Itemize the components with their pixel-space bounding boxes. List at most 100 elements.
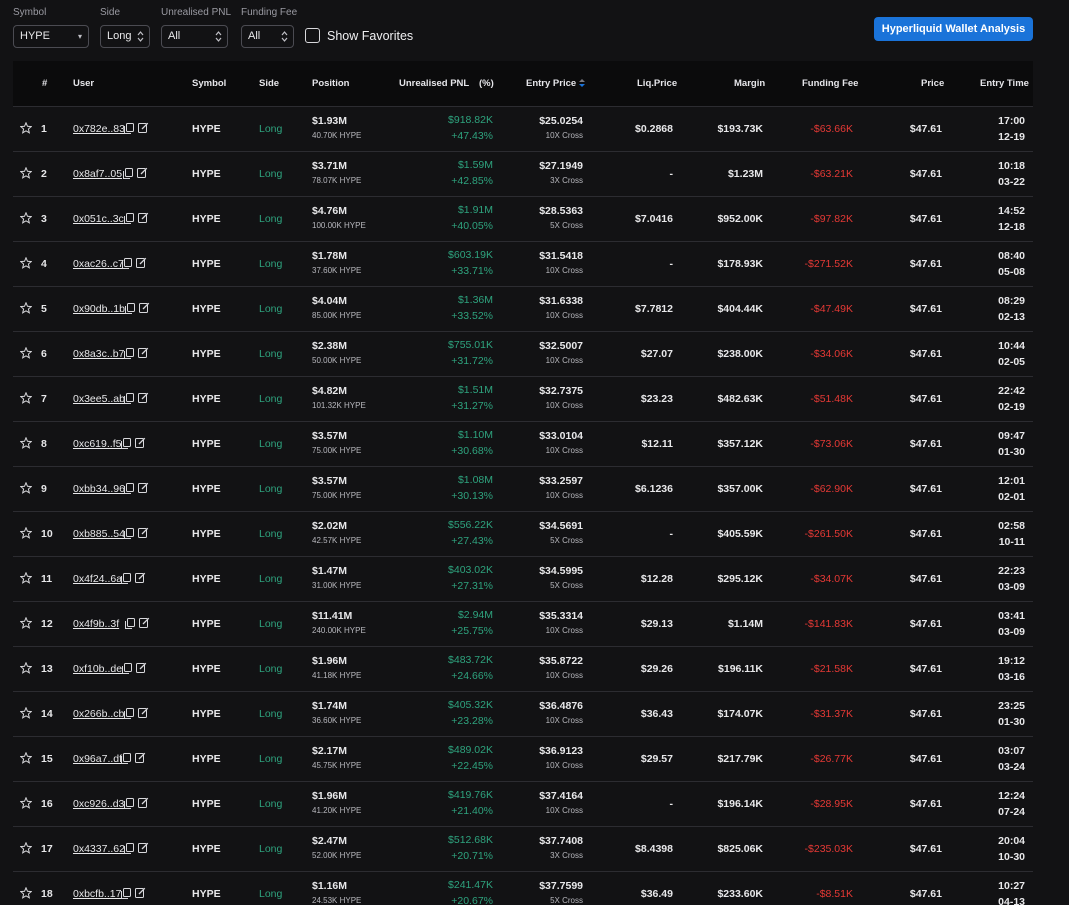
table-row[interactable]: 10 0xb885..54 HYPE Long $2.02M 42.57K HYPE $55… <box>13 511 1033 556</box>
copy-icon[interactable] <box>121 753 131 764</box>
user-address-link[interactable]: 0x4f24..6a <box>73 573 123 585</box>
user-address-link[interactable]: 0xac26..c7 <box>73 258 124 270</box>
table-row[interactable]: 11 0x4f24..6a HYPE Long $1.47M 31.00K HYPE $40… <box>13 556 1033 601</box>
user-address-link[interactable]: 0x96a7..df <box>73 753 123 765</box>
table-row[interactable]: 9 0xbb34..96 HYPE Long $3.57M 75.00K HYPE $1.0… <box>13 466 1033 511</box>
star-icon[interactable] <box>20 842 32 854</box>
col-time-header[interactable]: Entry Time <box>980 78 1029 89</box>
edit-icon[interactable] <box>138 707 149 718</box>
edit-icon[interactable] <box>135 437 146 448</box>
table-row[interactable]: 13 0xf10b..de HYPE Long $1.96M 41.18K HYPE $48… <box>13 646 1033 691</box>
edit-icon[interactable] <box>136 257 147 268</box>
col-pnl-header[interactable]: Unrealised PNL <box>399 78 470 89</box>
copy-icon[interactable] <box>124 843 134 854</box>
symbol-select[interactable]: HYPE ▾ <box>13 25 89 48</box>
table-row[interactable]: 5 0x90db..1b HYPE Long $4.04M 85.00K HYPE $1.3… <box>13 286 1033 331</box>
table-row[interactable]: 18 0xbcfb..17 HYPE Long $1.16M 24.53K HYPE $24… <box>13 871 1033 905</box>
edit-icon[interactable] <box>138 482 149 493</box>
table-row[interactable]: 1 0x782e..83 HYPE Long $1.93M 40.70K HYPE $918… <box>13 106 1033 151</box>
star-icon[interactable] <box>20 167 32 179</box>
user-address-link[interactable]: 0xc926..d3 <box>73 798 125 810</box>
copy-icon[interactable] <box>121 438 131 449</box>
copy-icon[interactable] <box>124 123 134 134</box>
user-address-link[interactable]: 0x051c..3c <box>73 213 124 225</box>
col-position-header[interactable]: Position <box>312 78 350 89</box>
star-icon[interactable] <box>20 572 32 584</box>
star-icon[interactable] <box>20 752 32 764</box>
table-row[interactable]: 17 0x4337..62 HYPE Long $2.47M 52.00K HYPE $51… <box>13 826 1033 871</box>
copy-icon[interactable] <box>122 258 132 269</box>
star-icon[interactable] <box>20 212 32 224</box>
table-row[interactable]: 2 0x8af7..05 HYPE Long $3.71M 78.07K HYPE $1.5… <box>13 151 1033 196</box>
edit-icon[interactable] <box>138 212 149 223</box>
star-icon[interactable] <box>20 257 32 269</box>
user-address-link[interactable]: 0x782e..83 <box>73 123 125 135</box>
copy-icon[interactable] <box>124 708 134 719</box>
user-address-link[interactable]: 0x90db..1b <box>73 303 125 315</box>
edit-icon[interactable] <box>138 797 149 808</box>
star-icon[interactable] <box>20 437 32 449</box>
star-icon[interactable] <box>20 122 32 134</box>
copy-icon[interactable] <box>124 348 134 359</box>
user-address-link[interactable]: 0xc619..f5 <box>73 438 122 450</box>
user-address-link[interactable]: 0x4337..62 <box>73 843 125 855</box>
user-address-link[interactable]: 0xbcfb..17 <box>73 888 122 900</box>
edit-icon[interactable] <box>135 752 146 763</box>
star-icon[interactable] <box>20 887 32 899</box>
col-margin-header[interactable]: Margin <box>734 78 766 89</box>
show-favorites-toggle[interactable]: Show Favorites <box>305 27 413 44</box>
edit-icon[interactable] <box>138 842 149 853</box>
star-icon[interactable] <box>20 527 32 539</box>
copy-icon[interactable] <box>125 303 135 314</box>
edit-icon[interactable] <box>137 167 148 178</box>
pnl-select[interactable]: All <box>161 25 228 48</box>
col-entry-header[interactable]: Entry Price <box>526 78 586 89</box>
table-row[interactable]: 16 0xc926..d3 HYPE Long $1.96M 41.20K HYPE $41… <box>13 781 1033 826</box>
edit-icon[interactable] <box>136 662 147 673</box>
star-icon[interactable] <box>20 347 32 359</box>
star-icon[interactable] <box>20 302 32 314</box>
favorites-checkbox[interactable] <box>305 28 320 43</box>
edit-icon[interactable] <box>138 347 149 358</box>
copy-icon[interactable] <box>122 663 132 674</box>
table-row[interactable]: 3 0x051c..3c HYPE Long $4.76M 100.00K HYPE $1.… <box>13 196 1033 241</box>
table-row[interactable]: 6 0x8a3c..b7 HYPE Long $2.38M 50.00K HYPE $755… <box>13 331 1033 376</box>
table-row[interactable]: 12 0x4f9b..3f HYPE Long $11.41M 240.00K HYPE $… <box>13 601 1033 646</box>
copy-icon[interactable] <box>124 798 134 809</box>
star-icon[interactable] <box>20 482 32 494</box>
user-address-link[interactable]: 0x266b..cb <box>73 708 125 720</box>
edit-icon[interactable] <box>135 887 146 898</box>
user-address-link[interactable]: 0xbb34..96 <box>73 483 125 495</box>
edit-icon[interactable] <box>138 527 149 538</box>
edit-icon[interactable] <box>139 617 150 628</box>
edit-icon[interactable] <box>138 392 149 403</box>
col-user-header[interactable]: User <box>73 78 95 89</box>
copy-icon[interactable] <box>124 528 134 539</box>
user-address-link[interactable]: 0x8af7..05 <box>73 168 123 180</box>
star-icon[interactable] <box>20 662 32 674</box>
copy-icon[interactable] <box>124 393 134 404</box>
user-address-link[interactable]: 0xf10b..de <box>73 663 123 675</box>
copy-icon[interactable] <box>121 888 131 899</box>
side-select[interactable]: Long <box>100 25 150 48</box>
table-row[interactable]: 14 0x266b..cb HYPE Long $1.74M 36.60K HYPE $40… <box>13 691 1033 736</box>
table-row[interactable]: 7 0x3ee5..ab HYPE Long $4.82M 101.32K HYPE $1.… <box>13 376 1033 421</box>
star-icon[interactable] <box>20 392 32 404</box>
user-address-link[interactable]: 0x4f9b..3f <box>73 618 120 630</box>
table-row[interactable]: 8 0xc619..f5 HYPE Long $3.57M 75.00K HYPE $1.1… <box>13 421 1033 466</box>
edit-icon[interactable] <box>138 122 149 133</box>
copy-icon[interactable] <box>123 168 133 179</box>
user-address-link[interactable]: 0xb885..54 <box>73 528 125 540</box>
user-address-link[interactable]: 0x3ee5..ab <box>73 393 125 405</box>
col-liq-header[interactable]: Liq.Price <box>637 78 678 89</box>
star-icon[interactable] <box>20 707 32 719</box>
user-address-link[interactable]: 0x8a3c..b7 <box>73 348 125 360</box>
col-funding-header[interactable]: Funding Fee <box>802 78 859 89</box>
table-row[interactable]: 15 0x96a7..df HYPE Long $2.17M 45.75K HYPE $48… <box>13 736 1033 781</box>
hyperliquid-wallet-analysis-button[interactable]: Hyperliquid Wallet Analysis <box>874 17 1033 41</box>
copy-icon[interactable] <box>121 573 131 584</box>
copy-icon[interactable] <box>124 483 134 494</box>
table-row[interactable]: 4 0xac26..c7 HYPE Long $1.78M 37.60K HYPE $603… <box>13 241 1033 286</box>
edit-icon[interactable] <box>135 572 146 583</box>
copy-icon[interactable] <box>124 213 134 224</box>
